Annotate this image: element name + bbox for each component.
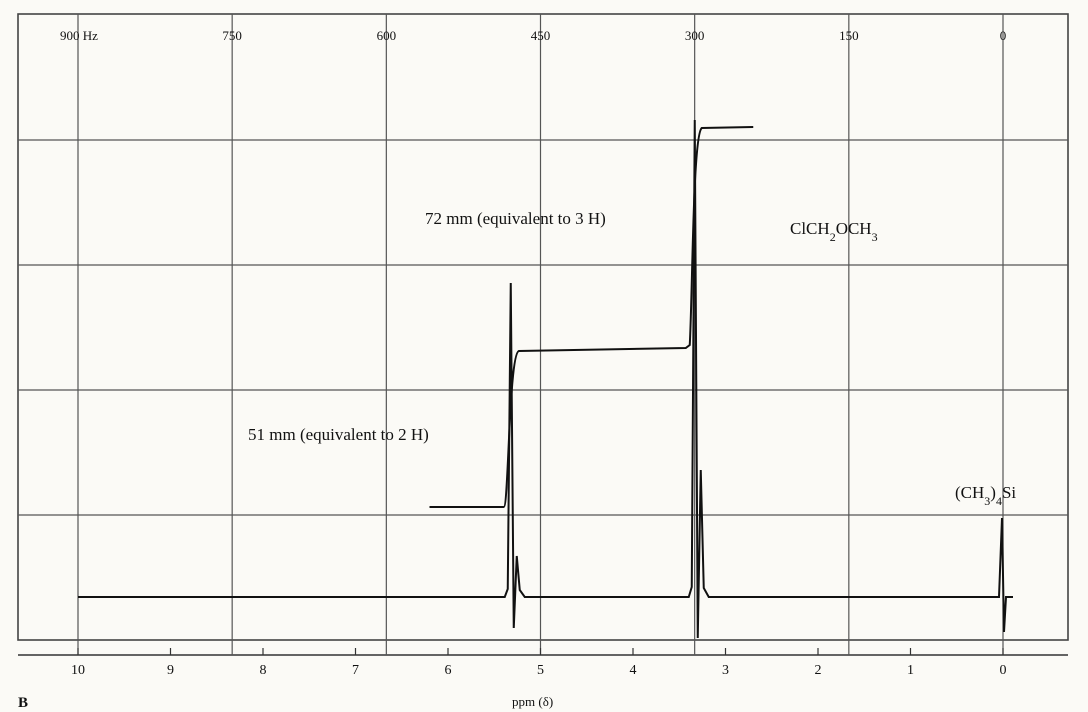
ppm-tick-label: 3: [722, 663, 729, 678]
ppm-tick-label: 10: [71, 663, 85, 678]
hz-tick-label: 750: [222, 28, 242, 43]
hz-tick-label: 900 Hz: [60, 28, 98, 43]
chart-frame: [17, 13, 1069, 641]
ppm-tick-label: 6: [445, 663, 452, 678]
tms-label: (CH3)4Si: [955, 483, 1016, 508]
ppm-axis: 10 9 8 7 6 5 4 3 2 1 0: [71, 648, 1007, 678]
ppm-tick-label: 8: [260, 663, 267, 678]
hz-tick-label: 300: [685, 28, 705, 43]
ppm-tick-label: 5: [537, 663, 544, 678]
panel-letter: B: [18, 695, 28, 711]
hz-axis: 900 Hz 750 600 450 300 150 0: [60, 28, 1006, 43]
ppm-tick-label: 9: [167, 663, 174, 678]
formula-part: OCH: [836, 219, 872, 238]
grid: [17, 13, 1069, 656]
ppm-tick-label: 2: [815, 663, 822, 678]
formula-part: ClCH: [790, 219, 830, 238]
peak-annotation-3h: 72 mm (equivalent to 3 H): [425, 209, 606, 228]
subscript: 4: [996, 494, 1002, 508]
ppm-tick-label: 0: [1000, 663, 1007, 678]
ppm-tick-label: 7: [352, 663, 359, 678]
subscript: 3: [984, 494, 990, 508]
spectrum-trace: [78, 119, 1013, 639]
subscript: 3: [872, 230, 878, 244]
formula-part: ): [990, 483, 996, 502]
peak-annotation-2h: 51 mm (equivalent to 2 H): [248, 425, 429, 444]
formula-part: Si: [1002, 483, 1016, 502]
integral-trace: [429, 125, 754, 508]
formula-part: (CH: [955, 483, 984, 502]
ppm-tick-label: 4: [630, 663, 637, 678]
hz-tick-label: 0: [1000, 28, 1007, 43]
compound-label: ClCH2OCH3: [790, 219, 878, 244]
ppm-tick-label: 1: [907, 663, 914, 678]
hz-tick-label: 450: [531, 28, 551, 43]
subscript: 2: [830, 230, 836, 244]
hz-tick-label: 150: [839, 28, 859, 43]
hz-tick-label: 600: [377, 28, 397, 43]
x-axis-label: ppm (δ): [512, 694, 553, 709]
